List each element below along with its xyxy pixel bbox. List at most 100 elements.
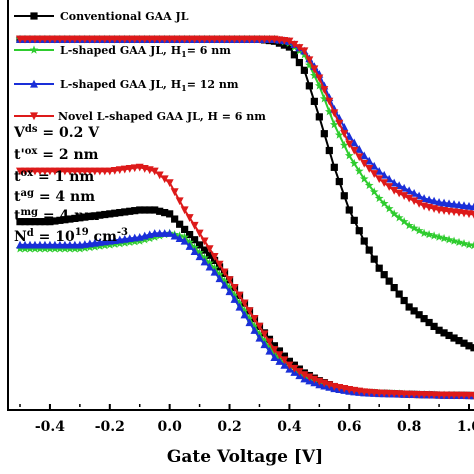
data-point xyxy=(365,246,373,254)
legend-entry: Novel L-shaped GAA JL, H = 6 nm xyxy=(14,110,266,123)
data-point xyxy=(414,226,424,235)
data-point xyxy=(116,208,124,217)
data-point xyxy=(310,97,318,105)
data-point xyxy=(41,218,49,226)
data-point xyxy=(245,314,254,323)
data-point xyxy=(435,326,443,334)
data-point xyxy=(455,337,463,345)
parameter-line: tox = 1 nm xyxy=(14,168,94,185)
data-point xyxy=(350,216,358,224)
data-point xyxy=(465,342,473,350)
data-point xyxy=(260,330,269,339)
data-point xyxy=(155,171,164,180)
data-point xyxy=(165,229,174,237)
data-point xyxy=(400,296,408,305)
data-point xyxy=(405,194,414,203)
data-point xyxy=(390,187,399,195)
data-point xyxy=(185,237,194,247)
data-point xyxy=(200,257,209,266)
data-point xyxy=(350,146,359,155)
data-point xyxy=(200,237,209,246)
x-tick-layer: -0.4 -0.2 0.0 0.2 0.4 0.6 0.8 1.0 xyxy=(19,404,474,435)
data-point xyxy=(185,214,194,222)
legend-entry: L-shaped GAA JL, H1= 6 nm xyxy=(14,44,231,59)
parameter-line: Nd = 1019 cm-3 xyxy=(14,227,128,245)
data-point xyxy=(405,303,413,311)
data-point xyxy=(355,153,364,162)
data-point xyxy=(369,187,379,196)
data-point xyxy=(240,310,249,319)
data-point xyxy=(375,175,384,184)
data-point xyxy=(344,151,354,160)
x-tick-label: 1.0 xyxy=(457,419,474,435)
data-point xyxy=(225,276,234,285)
data-point xyxy=(250,326,259,334)
data-point xyxy=(360,151,369,160)
data-point xyxy=(395,290,403,298)
data-point xyxy=(56,216,64,224)
data-point xyxy=(120,165,129,174)
data-point xyxy=(404,220,414,230)
data-point xyxy=(300,47,309,56)
data-point xyxy=(255,333,264,342)
data-point xyxy=(66,215,74,223)
data-point xyxy=(469,240,474,250)
data-point xyxy=(330,109,339,118)
data-point xyxy=(191,236,199,244)
x-tick-label: 0.8 xyxy=(397,419,421,435)
data-point xyxy=(290,364,299,373)
data-point xyxy=(200,253,209,262)
data-point xyxy=(285,361,294,370)
data-point xyxy=(360,237,368,245)
data-point xyxy=(450,334,458,342)
data-point xyxy=(220,268,229,277)
data-point xyxy=(300,371,309,380)
data-point xyxy=(375,167,384,175)
data-point xyxy=(210,267,219,276)
data-point xyxy=(210,263,219,272)
legend-label: Novel L-shaped GAA JL, H = 6 nm xyxy=(58,110,266,123)
data-point xyxy=(235,298,244,307)
data-point xyxy=(161,208,169,217)
data-point xyxy=(205,262,214,271)
data-point xyxy=(310,65,319,74)
data-point xyxy=(399,217,409,226)
legend: Conventional GAA JL L-shaped GAA JL, H1= … xyxy=(14,10,266,123)
data-point xyxy=(290,51,298,59)
data-point xyxy=(176,220,184,228)
data-point xyxy=(410,307,418,315)
data-point xyxy=(171,215,179,223)
data-point xyxy=(255,322,264,331)
data-point xyxy=(370,255,378,263)
data-point xyxy=(255,329,264,338)
data-point xyxy=(180,232,190,241)
data-point xyxy=(46,218,54,226)
data-point xyxy=(280,41,289,49)
data-point xyxy=(280,361,289,369)
data-point xyxy=(81,213,89,221)
data-point xyxy=(430,322,438,330)
data-point xyxy=(106,210,114,218)
data-point xyxy=(185,242,194,250)
series-line xyxy=(20,232,474,397)
data-point xyxy=(156,207,164,215)
data-point xyxy=(374,193,384,203)
data-point xyxy=(270,346,279,354)
legend-entry: Conventional GAA JL xyxy=(14,10,189,23)
data-point xyxy=(260,340,269,349)
data-point xyxy=(434,232,444,241)
data-point xyxy=(215,270,224,279)
data-point xyxy=(450,199,459,208)
data-point xyxy=(170,188,179,197)
data-point xyxy=(360,159,369,168)
legend-marker xyxy=(29,45,39,54)
data-point xyxy=(430,196,439,205)
data-point xyxy=(21,218,29,226)
data-point xyxy=(141,206,149,214)
x-tick-label: 0.0 xyxy=(157,419,182,435)
legend-label: L-shaped GAA JL, H1= 12 nm xyxy=(60,78,239,93)
data-point xyxy=(440,198,449,207)
data-point xyxy=(285,43,293,51)
data-point xyxy=(245,318,254,327)
